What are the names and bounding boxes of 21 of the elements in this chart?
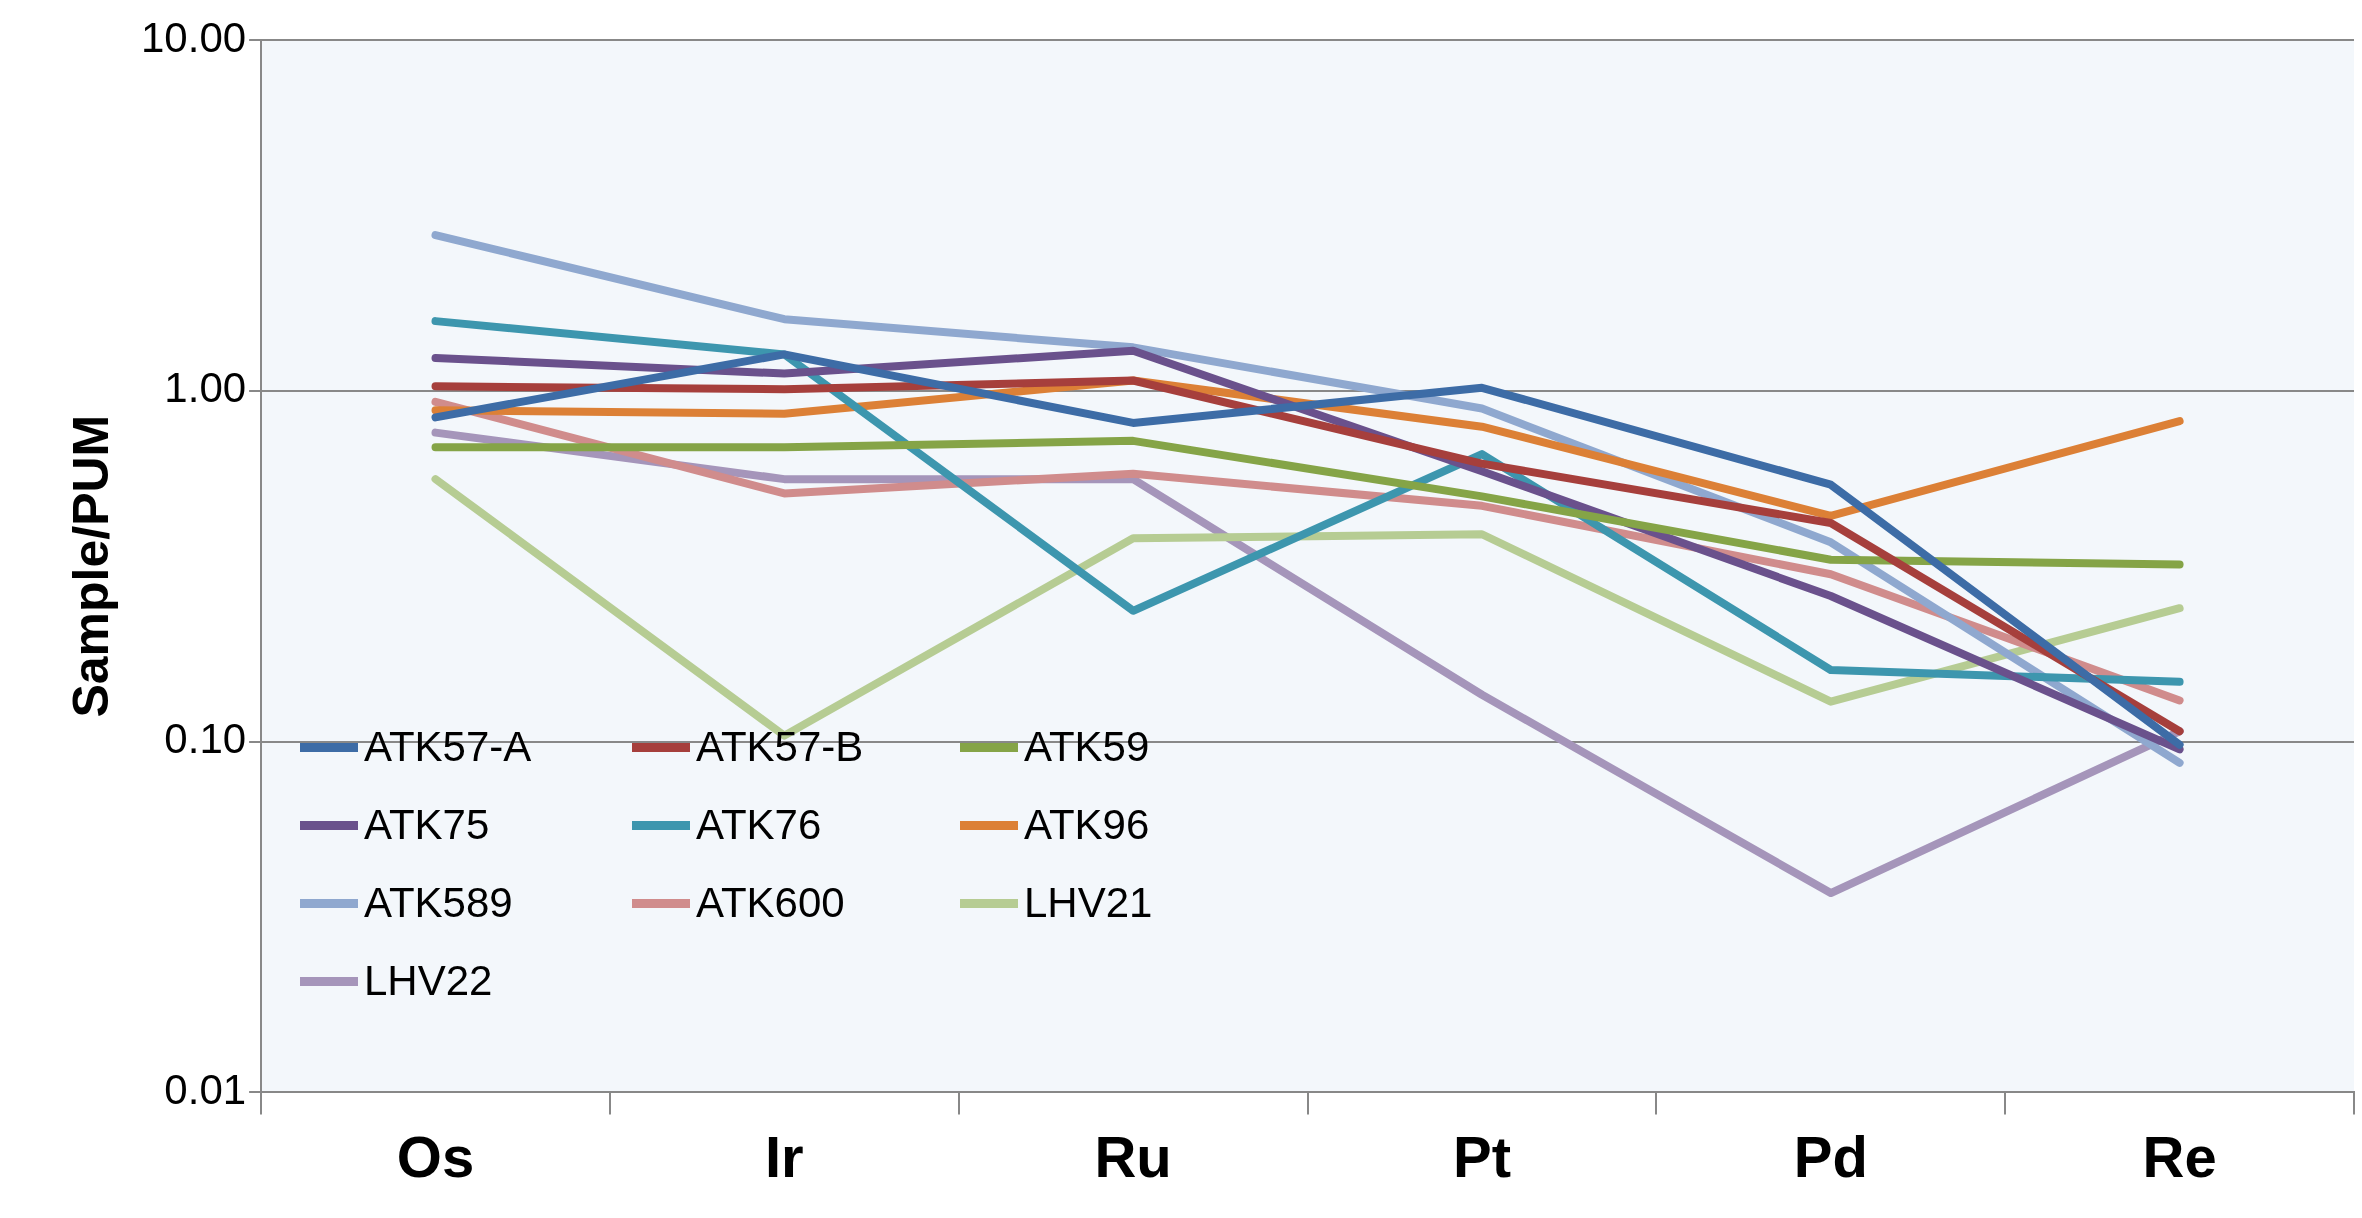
x-tick-label: Os: [396, 1124, 475, 1190]
legend-label: ATK75: [364, 801, 490, 849]
legend-label: ATK589: [364, 879, 513, 927]
legend-label: LHV22: [364, 957, 493, 1005]
legend-label: ATK57-A: [364, 723, 532, 771]
y-tick-label: 0.01: [164, 1065, 247, 1113]
y-axis-title: Sample/PUM: [62, 414, 119, 718]
x-tick-label: Ru: [1094, 1124, 1172, 1190]
legend-label: ATK59: [1024, 723, 1150, 771]
legend-label: LHV21: [1024, 879, 1153, 927]
y-tick-label: 1.00: [164, 364, 247, 412]
legend-label: ATK57-B: [696, 723, 864, 771]
legend-label: ATK76: [696, 801, 822, 849]
x-tick-label: Pt: [1452, 1124, 1511, 1190]
x-tick-label: Re: [2142, 1124, 2217, 1190]
legend-label: ATK600: [696, 879, 845, 927]
x-tick-label: Ir: [764, 1124, 804, 1190]
x-tick-label: Pd: [1793, 1124, 1868, 1190]
y-tick-label: 10.00: [140, 13, 247, 61]
y-tick-label: 0.10: [164, 715, 247, 763]
legend-label: ATK96: [1024, 801, 1150, 849]
